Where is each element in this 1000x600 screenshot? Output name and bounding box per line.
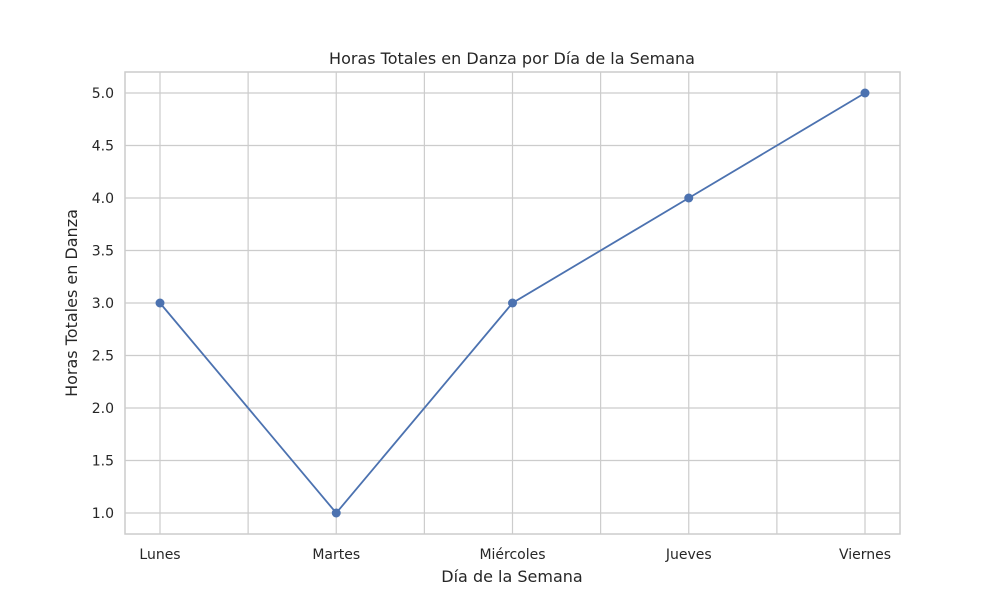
y-tick-label: 4.0 (92, 191, 114, 207)
y-tick-label: 5.0 (92, 86, 114, 102)
x-tick-label: Martes (312, 547, 360, 563)
plot-area (124, 71, 901, 535)
data-point (684, 193, 694, 203)
x-tick-label: Miércoles (479, 547, 545, 563)
y-tick-label: 4.5 (92, 139, 114, 155)
y-axis-ticks: 1.0 1.5 2.0 2.5 3.0 3.5 4.0 4.5 5.0 (92, 86, 114, 522)
y-tick-label: 3.0 (92, 296, 114, 312)
data-point (508, 298, 517, 308)
y-tick-label: 1.0 (92, 506, 114, 522)
y-axis-label: Horas Totales en Danza (62, 209, 81, 397)
x-tick-label: Jueves (665, 547, 712, 563)
data-point (331, 508, 341, 518)
x-tick-label: Viernes (839, 547, 891, 563)
data-point (155, 298, 165, 308)
x-axis-label: Día de la Semana (441, 567, 582, 586)
x-axis-ticks: Lunes Martes Miércoles Jueves Viernes (139, 547, 891, 563)
y-tick-label: 1.5 (92, 454, 114, 470)
data-point (860, 88, 870, 98)
y-tick-label: 2.5 (92, 349, 114, 365)
y-tick-label: 3.5 (92, 244, 114, 260)
series-layer (155, 88, 870, 518)
x-tick-label: Lunes (139, 547, 180, 563)
y-tick-label: 2.0 (92, 401, 114, 417)
chart-title: Horas Totales en Danza por Día de la Sem… (329, 49, 695, 68)
